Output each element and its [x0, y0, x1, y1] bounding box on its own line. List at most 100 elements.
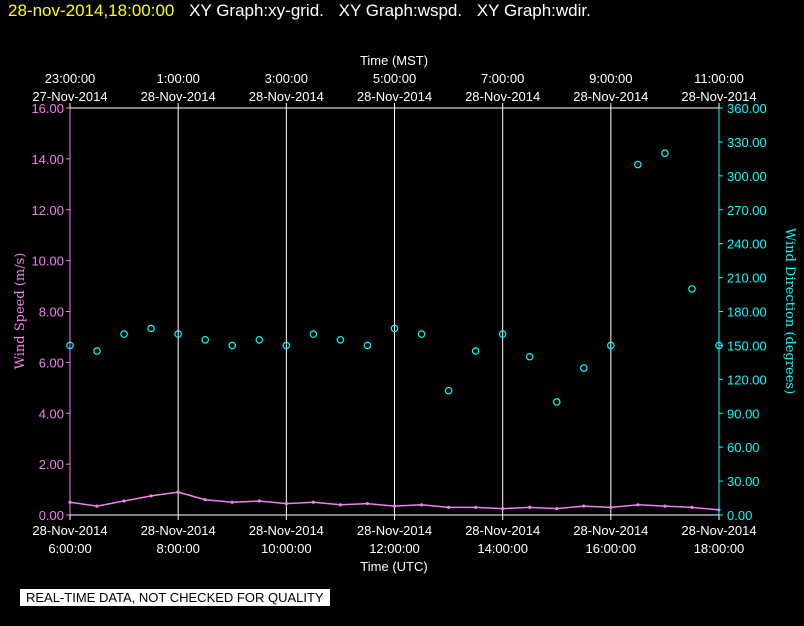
bottom-tick-time: 8:00:00 — [156, 541, 199, 556]
quality-notice: REAL-TIME DATA, NOT CHECKED FOR QUALITY — [20, 589, 330, 606]
wind-direction-point — [471, 347, 480, 355]
wind-direction-point — [525, 352, 534, 361]
bottom-tick-date: 28-Nov-2014 — [573, 523, 648, 538]
wind-speed-point — [365, 501, 370, 506]
wind-speed-point — [311, 500, 315, 504]
right-tick-label: 30.00 — [727, 474, 760, 489]
bottom-tick-date: 28-Nov-2014 — [249, 523, 324, 538]
right-tick-label: 150.00 — [727, 338, 767, 353]
wind-direction-point — [255, 335, 264, 344]
right-tick-label: 90.00 — [727, 406, 760, 421]
wind-direction-point — [417, 330, 426, 338]
wind-speed-point — [474, 505, 478, 509]
right-tick-label: 270.00 — [727, 203, 767, 218]
right-tick-label: 300.00 — [727, 169, 767, 184]
right-tick-label: 210.00 — [727, 271, 767, 286]
bottom-tick-date: 28-Nov-2014 — [465, 523, 540, 538]
wind-direction-point — [688, 285, 696, 293]
top-tick-date: 28-Nov-2014 — [573, 89, 648, 104]
wind-direction-point — [174, 330, 182, 338]
wind-speed-point — [284, 501, 288, 506]
wind-speed-point — [528, 505, 532, 509]
right-tick-label: 0.00 — [727, 508, 752, 523]
top-tick-date: 28-Nov-2014 — [681, 89, 756, 104]
wind-speed-point — [690, 505, 694, 509]
wind-direction-point — [552, 398, 561, 406]
wind-speed-point — [663, 504, 667, 508]
wind-direction-point — [607, 341, 615, 350]
left-tick-label: 14.00 — [31, 152, 64, 167]
bottom-tick-time: 14:00:00 — [477, 541, 528, 556]
wind-speed-point — [149, 494, 153, 498]
top-tick-time: 11:00:00 — [694, 71, 744, 86]
bottom-axis-title: Time (UTC) — [360, 559, 427, 574]
bottom-tick-date: 28-Nov-2014 — [32, 523, 107, 538]
right-axis-title: Wind Direction (degrees) — [782, 228, 797, 394]
wind-speed-point — [501, 507, 505, 511]
wind-direction-point — [336, 335, 345, 344]
wind-direction-point — [228, 341, 237, 350]
left-axis-title: Wind Speed (m/s) — [13, 253, 28, 370]
bottom-tick-date: 28-Nov-2014 — [357, 523, 432, 538]
wind-direction-point — [309, 330, 318, 338]
wind-direction-point — [661, 149, 669, 158]
bottom-tick-date: 28-Nov-2014 — [681, 523, 756, 538]
bottom-tick-time: 6:00:00 — [48, 541, 91, 556]
right-tick-label: 240.00 — [727, 237, 767, 252]
chart-header: 28-nov-2014,18:00:00 XY Graph:xy-grid. X… — [8, 1, 591, 21]
left-tick-label: 4.00 — [39, 406, 64, 421]
right-tick-label: 120.00 — [727, 372, 767, 387]
right-tick-label: 330.00 — [727, 135, 767, 150]
wind-speed-point — [122, 499, 126, 503]
right-tick-label: 360.00 — [727, 101, 767, 116]
wind-speed-point — [257, 499, 261, 503]
left-tick-label: 2.00 — [39, 457, 64, 472]
left-tick-label: 8.00 — [39, 305, 64, 320]
top-tick-time: 9:00:00 — [589, 71, 632, 86]
wind-speed-point — [392, 504, 397, 508]
wind-speed-point — [176, 490, 180, 494]
wind-direction-point — [147, 324, 155, 333]
right-tick-label: 60.00 — [727, 440, 760, 455]
wind-speed-point — [203, 498, 207, 502]
graph-title-xy-grid: XY Graph:xy-grid. — [189, 1, 324, 20]
wind-direction-point — [579, 364, 588, 372]
wind-direction-point — [390, 324, 399, 333]
left-tick-label: 16.00 — [31, 101, 64, 116]
wind-speed-point — [95, 504, 99, 508]
wind-speed-point — [555, 507, 559, 511]
wind-direction-point — [201, 335, 210, 344]
wind-speed-point — [338, 503, 343, 507]
wind-direction-point — [363, 341, 372, 350]
bottom-tick-time: 10:00:00 — [261, 541, 312, 556]
left-tick-label: 6.00 — [39, 355, 64, 370]
graph-title-wspd: XY Graph:wspd. — [338, 1, 463, 20]
wind-direction-point — [282, 341, 291, 350]
bottom-tick-time: 16:00:00 — [586, 541, 637, 556]
wind-speed-point — [230, 500, 234, 504]
wind-direction-point — [93, 347, 101, 355]
top-tick-time: 5:00:00 — [373, 71, 416, 86]
top-tick-date: 27-Nov-2014 — [32, 89, 107, 104]
top-tick-time: 23:00:00 — [45, 71, 96, 86]
top-tick-date: 28-Nov-2014 — [357, 89, 432, 104]
timestamp: 28-nov-2014,18:00:00 — [8, 1, 175, 20]
top-tick-date: 28-Nov-2014 — [249, 89, 324, 104]
top-axis-title: Time (MST) — [360, 53, 428, 68]
top-tick-date: 28-Nov-2014 — [141, 89, 216, 104]
top-tick-time: 1:00:00 — [156, 71, 199, 86]
bottom-tick-date: 28-Nov-2014 — [141, 523, 216, 538]
wind-speed-point — [636, 503, 640, 507]
graph-title-wdir: XY Graph:wdir. — [476, 1, 591, 20]
left-tick-label: 12.00 — [31, 203, 64, 218]
wind-speed-point — [582, 504, 586, 508]
wind-direction-point — [634, 160, 642, 169]
right-tick-label: 180.00 — [727, 305, 767, 320]
wind-direction-point — [498, 330, 507, 338]
wind-speed-point — [419, 503, 424, 507]
bottom-tick-time: 12:00:00 — [369, 541, 420, 556]
left-tick-label: 0.00 — [39, 508, 64, 523]
wind-direction-point — [444, 386, 453, 395]
top-tick-time: 3:00:00 — [265, 71, 308, 86]
top-tick-time: 7:00:00 — [481, 71, 524, 86]
